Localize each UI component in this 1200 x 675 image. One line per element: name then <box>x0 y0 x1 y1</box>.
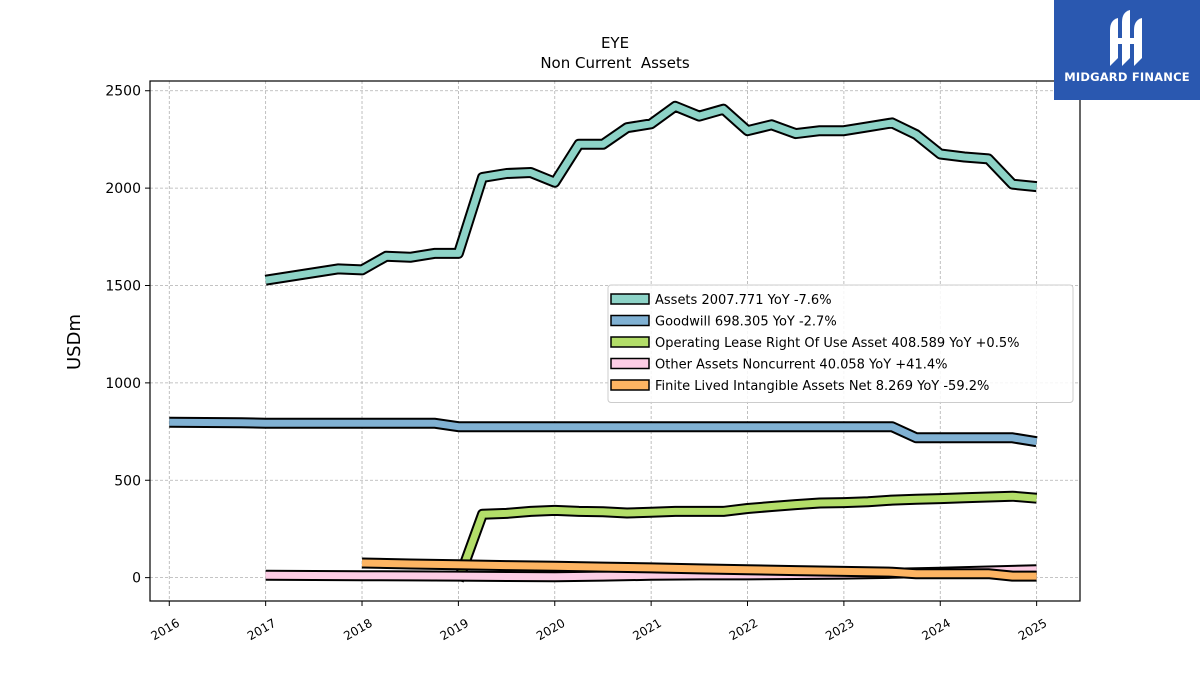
legend-swatch <box>610 379 650 391</box>
y-tick-label: 500 <box>114 473 141 489</box>
series-line <box>361 559 1037 580</box>
legend-label: Operating Lease Right Of Use Asset 408.5… <box>655 336 1019 351</box>
chart-title: EYE <box>601 34 629 52</box>
legend: Assets 2007.771 YoY -7.6% Goodwill 698.30… <box>607 284 1074 403</box>
x-tick-label: 2020 <box>534 616 567 643</box>
series-line <box>455 492 1037 582</box>
midgard-finance-logo: MIDGARD FINANCE <box>1054 0 1200 100</box>
legend-label: Other Assets Noncurrent 40.058 YoY +41.4… <box>655 358 947 373</box>
y-tick-label: 2000 <box>105 181 141 197</box>
legend-label: Goodwill 698.305 YoY -2.7% <box>655 315 837 330</box>
legend-label: Assets 2007.771 YoY -7.6% <box>655 293 832 308</box>
x-tick-label: 2022 <box>727 616 760 643</box>
legend-label: Finite Lived Intangible Assets Net 8.269… <box>655 379 989 394</box>
chart-subtitle: Non Current Assets <box>540 54 690 72</box>
y-tick-label: 1000 <box>105 376 141 392</box>
x-tick-label: 2021 <box>630 616 663 643</box>
x-tick-label: 2016 <box>149 616 182 643</box>
legend-swatch <box>610 293 650 305</box>
legend-swatch <box>610 336 650 348</box>
y-tick-label: 2500 <box>105 84 141 100</box>
plot-area-frame <box>149 80 1081 602</box>
series-line <box>169 418 1038 446</box>
y-axis-label: USDm <box>64 314 85 370</box>
x-tick-label: 2023 <box>823 616 856 643</box>
x-tick-label: 2018 <box>341 616 374 643</box>
series-line <box>265 102 1037 284</box>
legend-swatch <box>610 314 650 327</box>
series-lines <box>169 100 1038 583</box>
legend-swatch <box>610 357 650 370</box>
y-tick-label: 0 <box>132 571 141 587</box>
x-tick-label: 2019 <box>438 616 471 643</box>
y-tick-label: 1500 <box>105 278 141 294</box>
x-tick-label: 2024 <box>920 616 953 643</box>
logo-text: MIDGARD FINANCE <box>1064 70 1190 84</box>
x-tick-label: 2025 <box>1016 616 1049 643</box>
legend-box <box>607 284 1074 403</box>
x-tick-label: 2017 <box>245 616 278 643</box>
midgard-logo-icon <box>1110 10 1142 66</box>
